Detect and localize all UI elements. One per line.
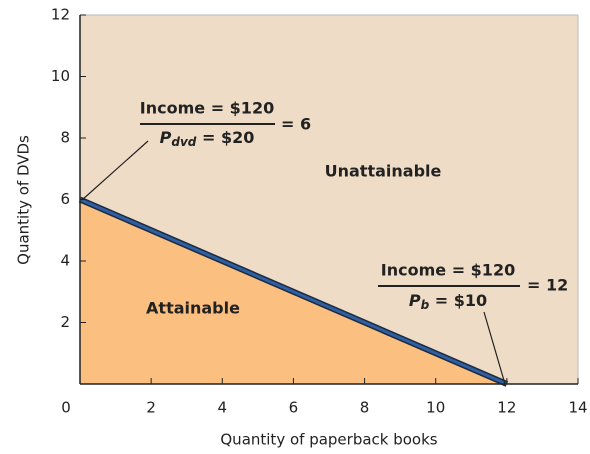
x-tick-label: 0 [61,399,71,417]
x-tick-label: 12 [497,399,516,417]
y-axis-label: Quantity of DVDs [15,135,33,265]
rest: = $20 [196,128,254,147]
p: P [160,128,172,147]
dvd-result: = 6 [281,115,311,134]
leader-line [81,140,149,201]
leader-line [483,311,506,385]
sub: dvd [171,135,196,149]
x-tick-label: 6 [289,399,299,417]
y-tick-label: 2 [60,313,70,331]
rest: = $10 [429,291,487,310]
x-tick-label: 4 [218,399,228,417]
x-tick-label: 2 [146,399,156,417]
dvd-denominator: Pdvd = $20 [160,128,255,149]
x-tick-label: 10 [426,399,445,417]
dvd-numerator: Income = $120 [140,99,274,118]
y-tick-label: 6 [60,190,70,208]
y-tick-label: 12 [51,6,70,24]
budget-line [79,198,508,386]
attainable-label: Attainable [146,299,240,318]
book-result: = 12 [527,276,568,295]
p: P [409,291,421,310]
x-tick-label: 8 [360,399,370,417]
book-numerator: Income = $120 [381,261,515,280]
y-tick-label: 8 [60,129,70,147]
book-denominator: Pb = $10 [409,291,487,312]
y-tick-label: 10 [51,67,70,85]
x-axis-label: Quantity of paperback books [220,431,437,449]
sub: b [421,298,430,312]
y-tick-label: 4 [60,252,70,270]
unattainable-label: Unattainable [325,162,442,181]
x-tick-label: 14 [568,399,587,417]
